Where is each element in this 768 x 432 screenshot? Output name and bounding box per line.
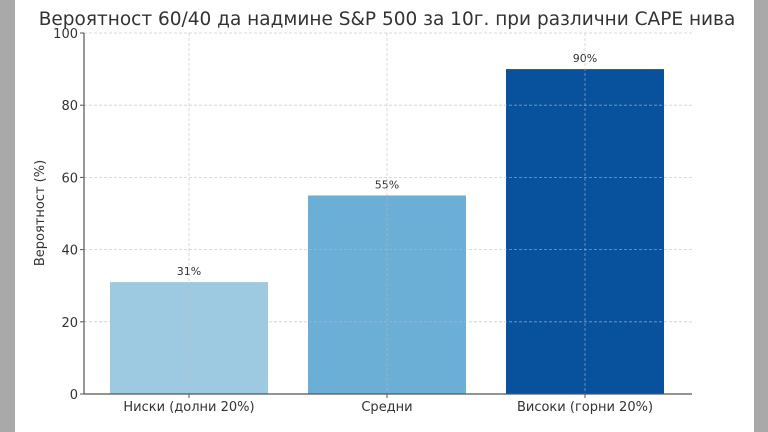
y-axis-label: Вероятност (%) [33,160,48,266]
x-tick-label: Средни [361,400,412,415]
chart-title: Вероятност 60/40 да надмине S&P 500 за 1… [39,9,736,30]
y-tick-label: 40 [61,244,78,259]
x-tick-label: Високи (горни 20%) [517,400,653,415]
data-label: 31% [177,265,201,278]
y-tick-label: 0 [70,388,78,403]
y-tick-label: 20 [61,316,78,331]
x-tick-label: Ниски (долни 20%) [123,400,254,415]
y-tick-label: 100 [53,27,78,42]
y-tick-label: 60 [61,171,78,186]
y-tick-label: 80 [61,99,78,114]
